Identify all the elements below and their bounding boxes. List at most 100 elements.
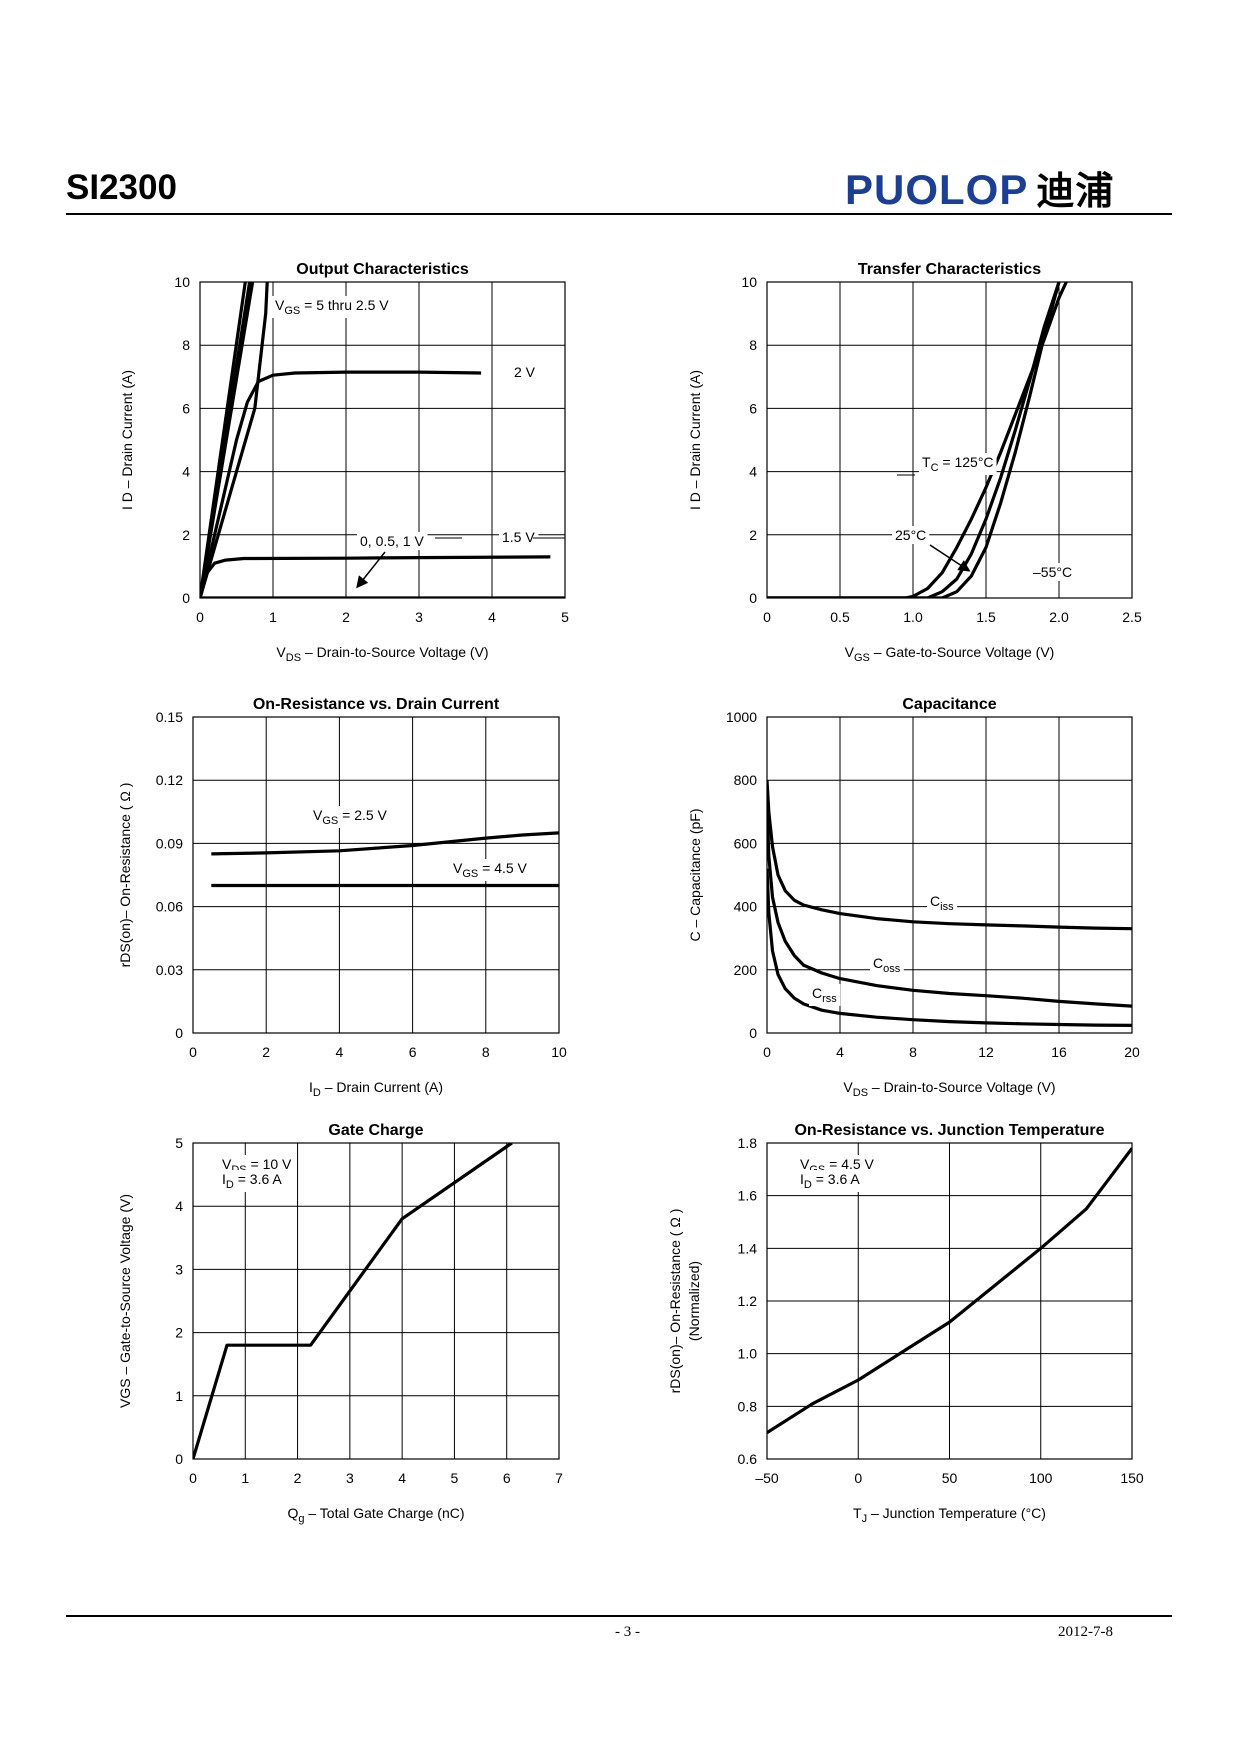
capacitance-y-tick-label: 400 (734, 899, 758, 915)
page-number: - 3 - (615, 1624, 640, 1640)
capacitance-annotation: Coss (873, 955, 901, 975)
onres_id-frame (192, 716, 560, 1034)
onres_tj-y-label: rDS(on)– On-Resistance ( Ω ) (667, 1209, 683, 1394)
onres_id-y-tick-label: 0.03 (156, 962, 183, 978)
output-annotation: 1.5 V (502, 529, 535, 545)
onres_id-series-line (211, 831, 559, 856)
header-rule (66, 213, 1172, 215)
transfer-y-tick-label: 8 (749, 337, 757, 353)
footer-date: 2012-7-8 (1058, 1624, 1113, 1640)
onres_tj-series-line (767, 1147, 1132, 1435)
onres_tj-y-tick-label: 1.0 (738, 1346, 758, 1362)
brand-logo: PUOLOP 迪浦 (845, 160, 1114, 215)
output-annotation: 0, 0.5, 1 V (360, 533, 424, 549)
capacitance-x-tick-label: 16 (1051, 1044, 1067, 1060)
capacitance-x-tick-label: 0 (763, 1044, 771, 1060)
gate_charge-y-tick-label: 2 (175, 1325, 183, 1341)
output-annotation-bg (511, 363, 539, 381)
transfer-x-label: VGS – Gate-to-Source Voltage (V) (845, 644, 1055, 664)
onres_id-title: On-Resistance vs. Drain Current (253, 696, 500, 713)
gate_charge-y-tick-label: 5 (175, 1135, 183, 1151)
transfer-x-tick-label: 1.0 (903, 609, 923, 625)
output-series-line (200, 282, 255, 598)
transfer-series-line (767, 282, 1068, 598)
gate_charge-chart: 0 1 2 3 4 5 6 7 0 1 2 3 4 5 Gate Charge Qg – Total Gate… (117, 1122, 563, 1525)
transfer-annotation-bg (892, 526, 930, 544)
transfer-y-tick-label: 0 (749, 590, 757, 606)
capacitance-annotation: Crss (812, 985, 837, 1005)
transfer-title: Transfer Characteristics (858, 261, 1041, 278)
capacitance-series-line (767, 868, 1132, 1027)
onres_id-annotation-bg (310, 806, 391, 828)
capacitance-y-tick-label: 600 (734, 835, 758, 851)
output-series-line (200, 282, 269, 598)
output-annotation: 2 V (514, 364, 536, 380)
output-x-label: VDS – Drain-to-Source Voltage (V) (276, 644, 488, 664)
onres_id-y-tick-label: 0.15 (156, 709, 183, 725)
output-chart: 0 1 2 3 4 5 0 2 4 6 8 10 Output Characteristics VDS –… (119, 261, 569, 664)
transfer-annotation: –55°C (1033, 564, 1072, 580)
onres_id-y-label: rDS(on)– On-Resistance ( Ω ) (117, 783, 133, 968)
output-y-tick-label: 8 (182, 337, 190, 353)
onres_id-x-label: ID – Drain Current (A) (309, 1079, 443, 1099)
gate_charge-x-tick-label: 7 (555, 1470, 563, 1486)
transfer-annotation: TC = 125°C (922, 454, 994, 474)
onres_id-x-tick-label: 2 (262, 1044, 270, 1060)
onres_tj-annotation: ID = 3.6 A (800, 1171, 860, 1191)
output-y-tick-label: 0 (182, 590, 190, 606)
transfer-x-tick-label: 2.5 (1122, 609, 1142, 625)
transfer-x-tick-label: 1.5 (976, 609, 996, 625)
gate_charge-x-tick-label: 3 (346, 1470, 354, 1486)
part-number: SI2300 (66, 168, 177, 207)
gate_charge-x-tick-label: 2 (294, 1470, 302, 1486)
onres_id-y-tick-label: 0.12 (156, 772, 183, 788)
onres_tj-y-tick-label: 0.6 (738, 1451, 758, 1467)
onres_tj-y-label-2: (Normalized) (686, 1261, 702, 1341)
onres_id-x-tick-label: 8 (482, 1044, 490, 1060)
gate_charge-x-tick-label: 6 (503, 1470, 511, 1486)
brand-name: PUOLOP (845, 166, 1029, 213)
output-title: Output Characteristics (296, 261, 469, 278)
capacitance-y-tick-label: 0 (749, 1025, 757, 1041)
transfer-x-tick-label: 0 (763, 609, 771, 625)
capacitance-annotation-bg (870, 954, 904, 976)
output-arrow (356, 551, 386, 589)
transfer-annotation-bg (1030, 563, 1076, 581)
gate_charge-y-tick-label: 4 (175, 1198, 183, 1214)
gate_charge-annotation-bg (219, 1170, 286, 1192)
output-annotation-bg (272, 296, 393, 318)
gate_charge-y-tick-label: 1 (175, 1388, 183, 1404)
gate_charge-series-line (193, 1143, 513, 1459)
transfer-series-line (767, 282, 1061, 598)
output-x-tick-label: 5 (561, 609, 569, 625)
capacitance-x-tick-label: 4 (836, 1044, 844, 1060)
transfer-frame (766, 281, 1133, 599)
onres_tj-title: On-Resistance vs. Junction Temperature (794, 1122, 1104, 1139)
onres_id-y-tick-label: 0.09 (156, 835, 183, 851)
transfer-y-tick-label: 4 (749, 464, 757, 480)
output-x-tick-label: 3 (415, 609, 423, 625)
onres_id-y-tick-label: 0 (175, 1025, 183, 1041)
onres_id-chart: 0 2 4 6 8 10 0 0.03 0.06 0.09 0.12 0.15 On-Resistanc… (117, 696, 567, 1099)
onres_tj-x-tick-label: 50 (942, 1470, 958, 1486)
output-x-tick-label: 2 (342, 609, 350, 625)
capacitance-annotation-bg (809, 984, 841, 1006)
gate_charge-x-tick-label: 4 (398, 1470, 406, 1486)
gate_charge-title: Gate Charge (328, 1122, 423, 1139)
onres_tj-y-tick-label: 1.6 (738, 1188, 758, 1204)
capacitance-y-tick-label: 1000 (726, 709, 757, 725)
output-annotation-bg (357, 532, 428, 550)
capacitance-annotation: Ciss (930, 893, 954, 913)
capacitance-y-tick-label: 800 (734, 772, 758, 788)
onres_tj-x-tick-label: 0 (854, 1470, 862, 1486)
gate_charge-x-tick-label: 1 (241, 1470, 249, 1486)
transfer-chart: 0 0.5 1.0 1.5 2.0 2.5 0 2 4 6 8 10 Transfer Characte… (687, 261, 1142, 664)
onres_tj-chart: –50 0 50 100 150 0.6 0.8 1.0 1.2 1.4 1.6 1.8 On-Resi… (667, 1122, 1144, 1525)
onres_tj-x-label: TJ – Junction Temperature (°C) (853, 1505, 1046, 1525)
onres_tj-y-tick-label: 1.4 (738, 1240, 758, 1256)
output-annotation: VGS = 5 thru 2.5 V (275, 297, 389, 317)
output-x-tick-label: 1 (269, 609, 277, 625)
capacitance-x-tick-label: 12 (978, 1044, 994, 1060)
output-y-label: I D – Drain Current (A) (119, 370, 135, 510)
